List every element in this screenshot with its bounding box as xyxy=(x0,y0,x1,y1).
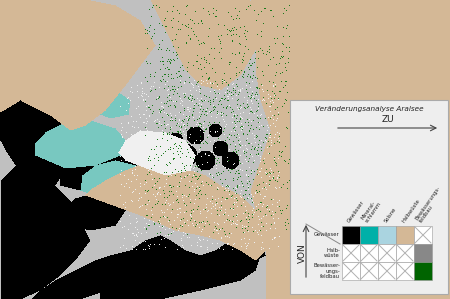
Text: Gewässer: Gewässer xyxy=(314,233,340,237)
Bar xyxy=(378,226,396,244)
Bar xyxy=(360,244,378,262)
Bar xyxy=(290,100,448,294)
Text: Halbwüste: Halbwüste xyxy=(401,199,421,224)
Bar xyxy=(414,226,432,244)
Bar xyxy=(378,244,396,262)
Bar xyxy=(414,244,432,262)
Bar xyxy=(378,262,396,280)
Bar xyxy=(396,262,414,280)
Text: Halb-
wüste: Halb- wüste xyxy=(324,248,340,258)
Bar xyxy=(396,226,414,244)
Text: Gewässer: Gewässer xyxy=(347,200,366,224)
Bar xyxy=(396,244,414,262)
Text: VON: VON xyxy=(297,243,306,263)
Bar xyxy=(342,244,360,262)
Bar xyxy=(342,226,360,244)
Bar xyxy=(360,226,378,244)
Text: Solsne: Solsne xyxy=(383,207,397,224)
Text: Mineral-
schlamm: Mineral- schlamm xyxy=(360,198,383,224)
Text: Bewässerungs-
feldbau: Bewässerungs- feldbau xyxy=(414,185,446,224)
Text: Bewässer-
ungs-
feldbau: Bewässer- ungs- feldbau xyxy=(313,263,340,279)
Bar xyxy=(360,262,378,280)
Text: ZU: ZU xyxy=(381,115,394,124)
Text: Veränderungsanalyse Aralsee: Veränderungsanalyse Aralsee xyxy=(315,106,423,112)
Bar xyxy=(414,262,432,280)
Bar xyxy=(342,262,360,280)
